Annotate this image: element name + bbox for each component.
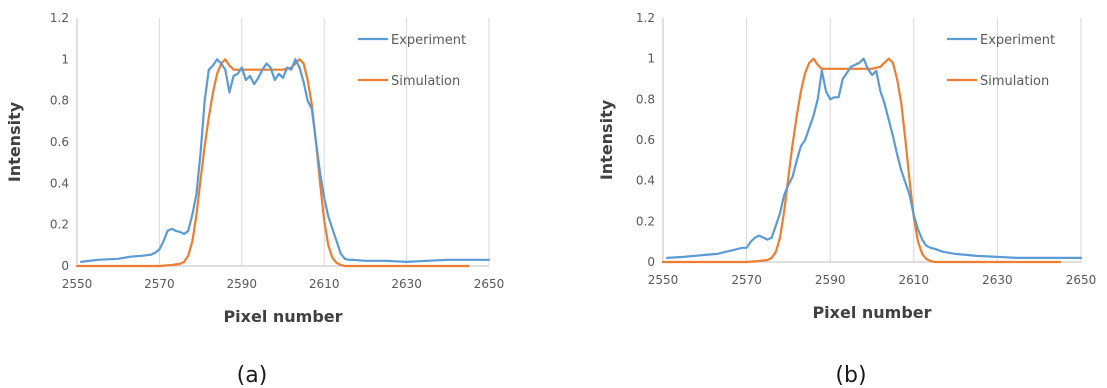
panel-caption: (a) — [237, 363, 268, 388]
y-tick-label: 0.2 — [636, 214, 655, 228]
y-axis-title: Intensity — [5, 101, 24, 182]
x-axis-title: Pixel number — [223, 307, 342, 326]
x-tick-label: 2570 — [144, 277, 175, 291]
series-line-simulation — [75, 58, 470, 268]
y-tick-label: 1 — [647, 52, 655, 66]
legend-label-experiment: Experiment — [980, 33, 1055, 48]
y-tick-label: 0.8 — [636, 92, 655, 106]
legend-label-simulation: Simulation — [980, 74, 1049, 89]
y-tick-label: 1 — [61, 52, 69, 66]
y-tick-label: 0.2 — [50, 218, 69, 232]
x-tick-label: 2570 — [731, 273, 762, 287]
series-line-simulation — [661, 57, 1062, 264]
x-tick-label: 2650 — [1066, 273, 1097, 287]
y-tick-label: 0.6 — [636, 133, 655, 147]
legend-label-experiment: Experiment — [391, 33, 466, 48]
y-axis-title: Intensity — [597, 99, 616, 180]
x-axis-title: Pixel number — [812, 303, 931, 322]
legend-label-simulation: Simulation — [391, 74, 460, 89]
y-tick-label: 0.8 — [50, 94, 69, 108]
y-tick-label: 1.2 — [50, 11, 69, 25]
panel-caption: (b) — [835, 363, 866, 388]
x-tick-label: 2630 — [391, 277, 422, 291]
x-tick-label: 2610 — [899, 273, 930, 287]
y-tick-label: 1.2 — [636, 11, 655, 25]
y-tick-label: 0.4 — [636, 174, 655, 188]
y-tick-label: 0 — [61, 259, 69, 273]
x-tick-label: 2650 — [474, 277, 505, 291]
y-tick-label: 0.4 — [50, 176, 69, 190]
series-line-experiment — [666, 57, 1083, 259]
x-tick-label: 2590 — [815, 273, 846, 287]
x-tick-label: 2590 — [227, 277, 258, 291]
y-tick-label: 0.6 — [50, 135, 69, 149]
y-tick-label: 0 — [647, 255, 655, 269]
x-tick-label: 2550 — [62, 277, 93, 291]
x-tick-label: 2550 — [648, 273, 679, 287]
chart-panel-b: 2550 2570 2590 2610 2630 2650 0 0.2 0.4 0.6 0.8 1 1.… — [597, 11, 1096, 388]
x-tick-label: 2630 — [982, 273, 1013, 287]
x-tick-label: 2610 — [309, 277, 340, 291]
chart-panel-a: 2550 2570 2590 2610 2630 2650 0 0.2 0.4 0.6 0.8 1 1.… — [5, 11, 504, 388]
series-line-experiment — [79, 58, 491, 263]
